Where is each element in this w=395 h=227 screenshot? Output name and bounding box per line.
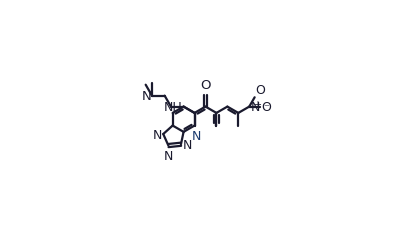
Text: ⁻: ⁻ [263, 103, 269, 113]
Text: O: O [201, 79, 211, 92]
Text: N: N [164, 149, 173, 162]
Text: N: N [191, 129, 201, 142]
Text: N: N [152, 128, 162, 141]
Text: O: O [261, 101, 271, 114]
Text: +: + [254, 100, 261, 110]
Text: NH: NH [164, 100, 183, 113]
Text: N: N [142, 90, 151, 103]
Text: N: N [251, 100, 260, 113]
Text: O: O [256, 84, 265, 97]
Text: N: N [182, 138, 192, 151]
